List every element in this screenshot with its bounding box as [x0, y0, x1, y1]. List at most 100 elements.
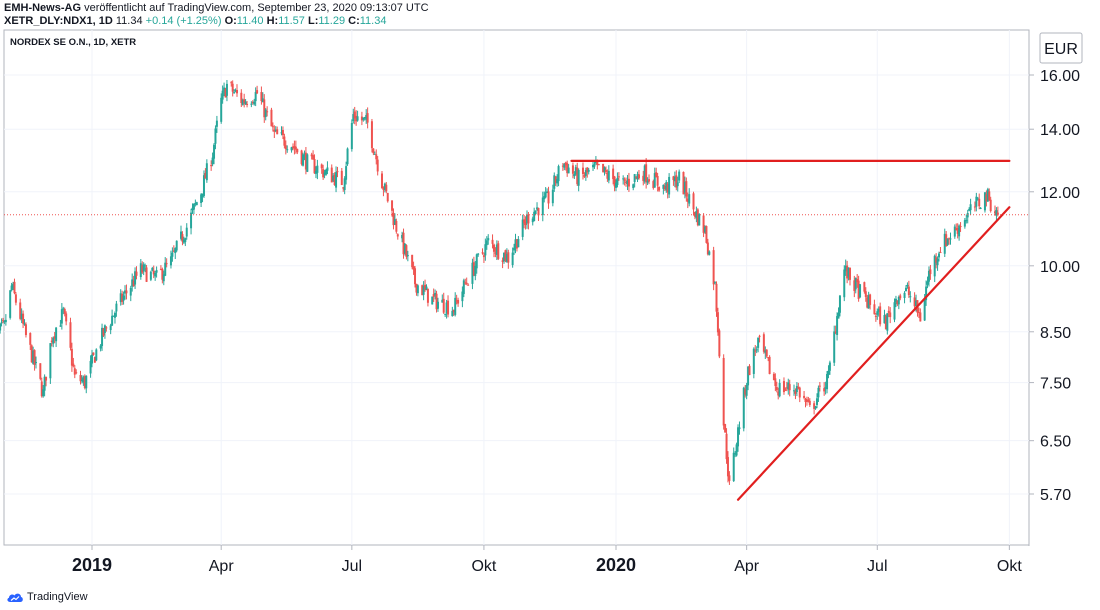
- candle-body: [676, 182, 679, 187]
- candle-body: [798, 387, 801, 398]
- candle-body: [235, 89, 238, 94]
- candle-body: [95, 349, 98, 361]
- candle-body: [859, 284, 862, 298]
- candle-body: [561, 165, 564, 167]
- candle-body: [826, 374, 829, 390]
- candle-body: [284, 145, 287, 150]
- currency-box: [1039, 32, 1083, 64]
- candle-body: [617, 176, 620, 178]
- candle-body: [904, 287, 907, 292]
- candle-body: [778, 382, 781, 397]
- candle-body: [195, 202, 198, 205]
- candle-body: [958, 225, 961, 237]
- candle-body: [42, 389, 45, 397]
- candle-body: [72, 363, 75, 367]
- candle-body: [864, 291, 867, 297]
- candle-body: [808, 400, 811, 405]
- candle-body: [666, 183, 669, 193]
- candle-body: [772, 373, 775, 381]
- candle-body: [907, 286, 910, 296]
- candle-body: [475, 254, 478, 269]
- time-axis[interactable]: 2019 Apr Jul Okt 2020 Apr Jul Okt: [72, 545, 1022, 575]
- candle-body: [843, 269, 846, 298]
- candle-body: [814, 406, 817, 409]
- candle-body: [673, 176, 676, 182]
- candle-body: [586, 167, 589, 173]
- candle-body: [33, 350, 36, 365]
- candle-body: [162, 274, 165, 282]
- candle-body: [113, 312, 116, 318]
- candle-body: [979, 207, 982, 209]
- candle-body: [844, 265, 847, 272]
- candle-body: [505, 254, 508, 262]
- candle-body: [165, 263, 168, 265]
- candle-body: [933, 255, 936, 277]
- candle-body: [665, 182, 668, 191]
- price-tick-label: 8.50: [1040, 325, 1071, 342]
- candle-body: [103, 325, 106, 334]
- candle-body: [30, 345, 33, 363]
- candle-body: [63, 308, 66, 314]
- candle-body: [29, 333, 32, 345]
- candle-body: [270, 109, 273, 127]
- candle-body: [494, 252, 497, 254]
- author[interactable]: EMH-News-AG: [4, 2, 82, 14]
- candle-body: [49, 343, 52, 379]
- candle-body: [365, 115, 368, 120]
- candle-body: [495, 244, 498, 255]
- candle-body: [1, 320, 4, 322]
- candle-body: [464, 282, 467, 284]
- candle-body: [55, 327, 58, 342]
- candle-body: [706, 242, 709, 255]
- candle-body: [849, 267, 852, 280]
- candle-body: [0, 323, 2, 331]
- price-tick-label: 12.00: [1040, 185, 1080, 202]
- candle-body: [253, 101, 256, 105]
- candle-body: [554, 176, 557, 183]
- candle-body: [474, 265, 477, 277]
- candle-body: [517, 239, 520, 248]
- candle-body: [174, 248, 177, 254]
- candle-body: [172, 250, 175, 252]
- candle-body: [663, 185, 666, 190]
- candle-body: [531, 218, 534, 223]
- candle-body: [260, 92, 263, 102]
- candle-body: [99, 345, 102, 349]
- candle-body: [370, 121, 373, 149]
- candle-body: [22, 313, 25, 324]
- candle-body: [70, 348, 73, 366]
- candle-body: [202, 175, 205, 196]
- candle-body: [874, 315, 877, 317]
- candle-body: [959, 225, 962, 227]
- candle-body: [223, 87, 226, 91]
- currency-label: EUR: [1044, 41, 1078, 58]
- candle-body: [571, 165, 574, 174]
- candle-body: [744, 389, 747, 395]
- footer-brand[interactable]: TradingView: [27, 591, 88, 603]
- candle-body: [254, 92, 257, 102]
- candle-body: [896, 300, 899, 305]
- candle-body: [593, 164, 596, 167]
- symbol[interactable]: XETR_DLY:NDX1, 1D: [4, 15, 113, 27]
- candle-body: [897, 296, 900, 305]
- candle-body: [411, 254, 414, 268]
- candle-body: [405, 245, 408, 257]
- publish-text: veröffentlicht auf TradingView.com, Sept…: [84, 2, 429, 14]
- candle-body: [302, 154, 305, 166]
- candle-body: [192, 203, 195, 210]
- low-value: 11.29: [318, 15, 346, 27]
- candle-body: [363, 117, 366, 119]
- candle-body: [380, 173, 383, 189]
- price-axis[interactable]: 16.00 14.00 12.00 10.00 8.50 7.50 6.50 5.70: [1029, 68, 1080, 504]
- candle-body: [906, 284, 909, 287]
- candle-body: [986, 189, 989, 202]
- candle-body: [785, 387, 788, 389]
- candle-body: [412, 266, 415, 270]
- candle-body: [214, 128, 217, 144]
- candle-body: [401, 235, 404, 239]
- candle-body: [995, 210, 998, 216]
- candle-body: [675, 175, 678, 188]
- price-tick-label: 16.00: [1040, 68, 1080, 85]
- time-tick-label: Okt: [471, 558, 496, 575]
